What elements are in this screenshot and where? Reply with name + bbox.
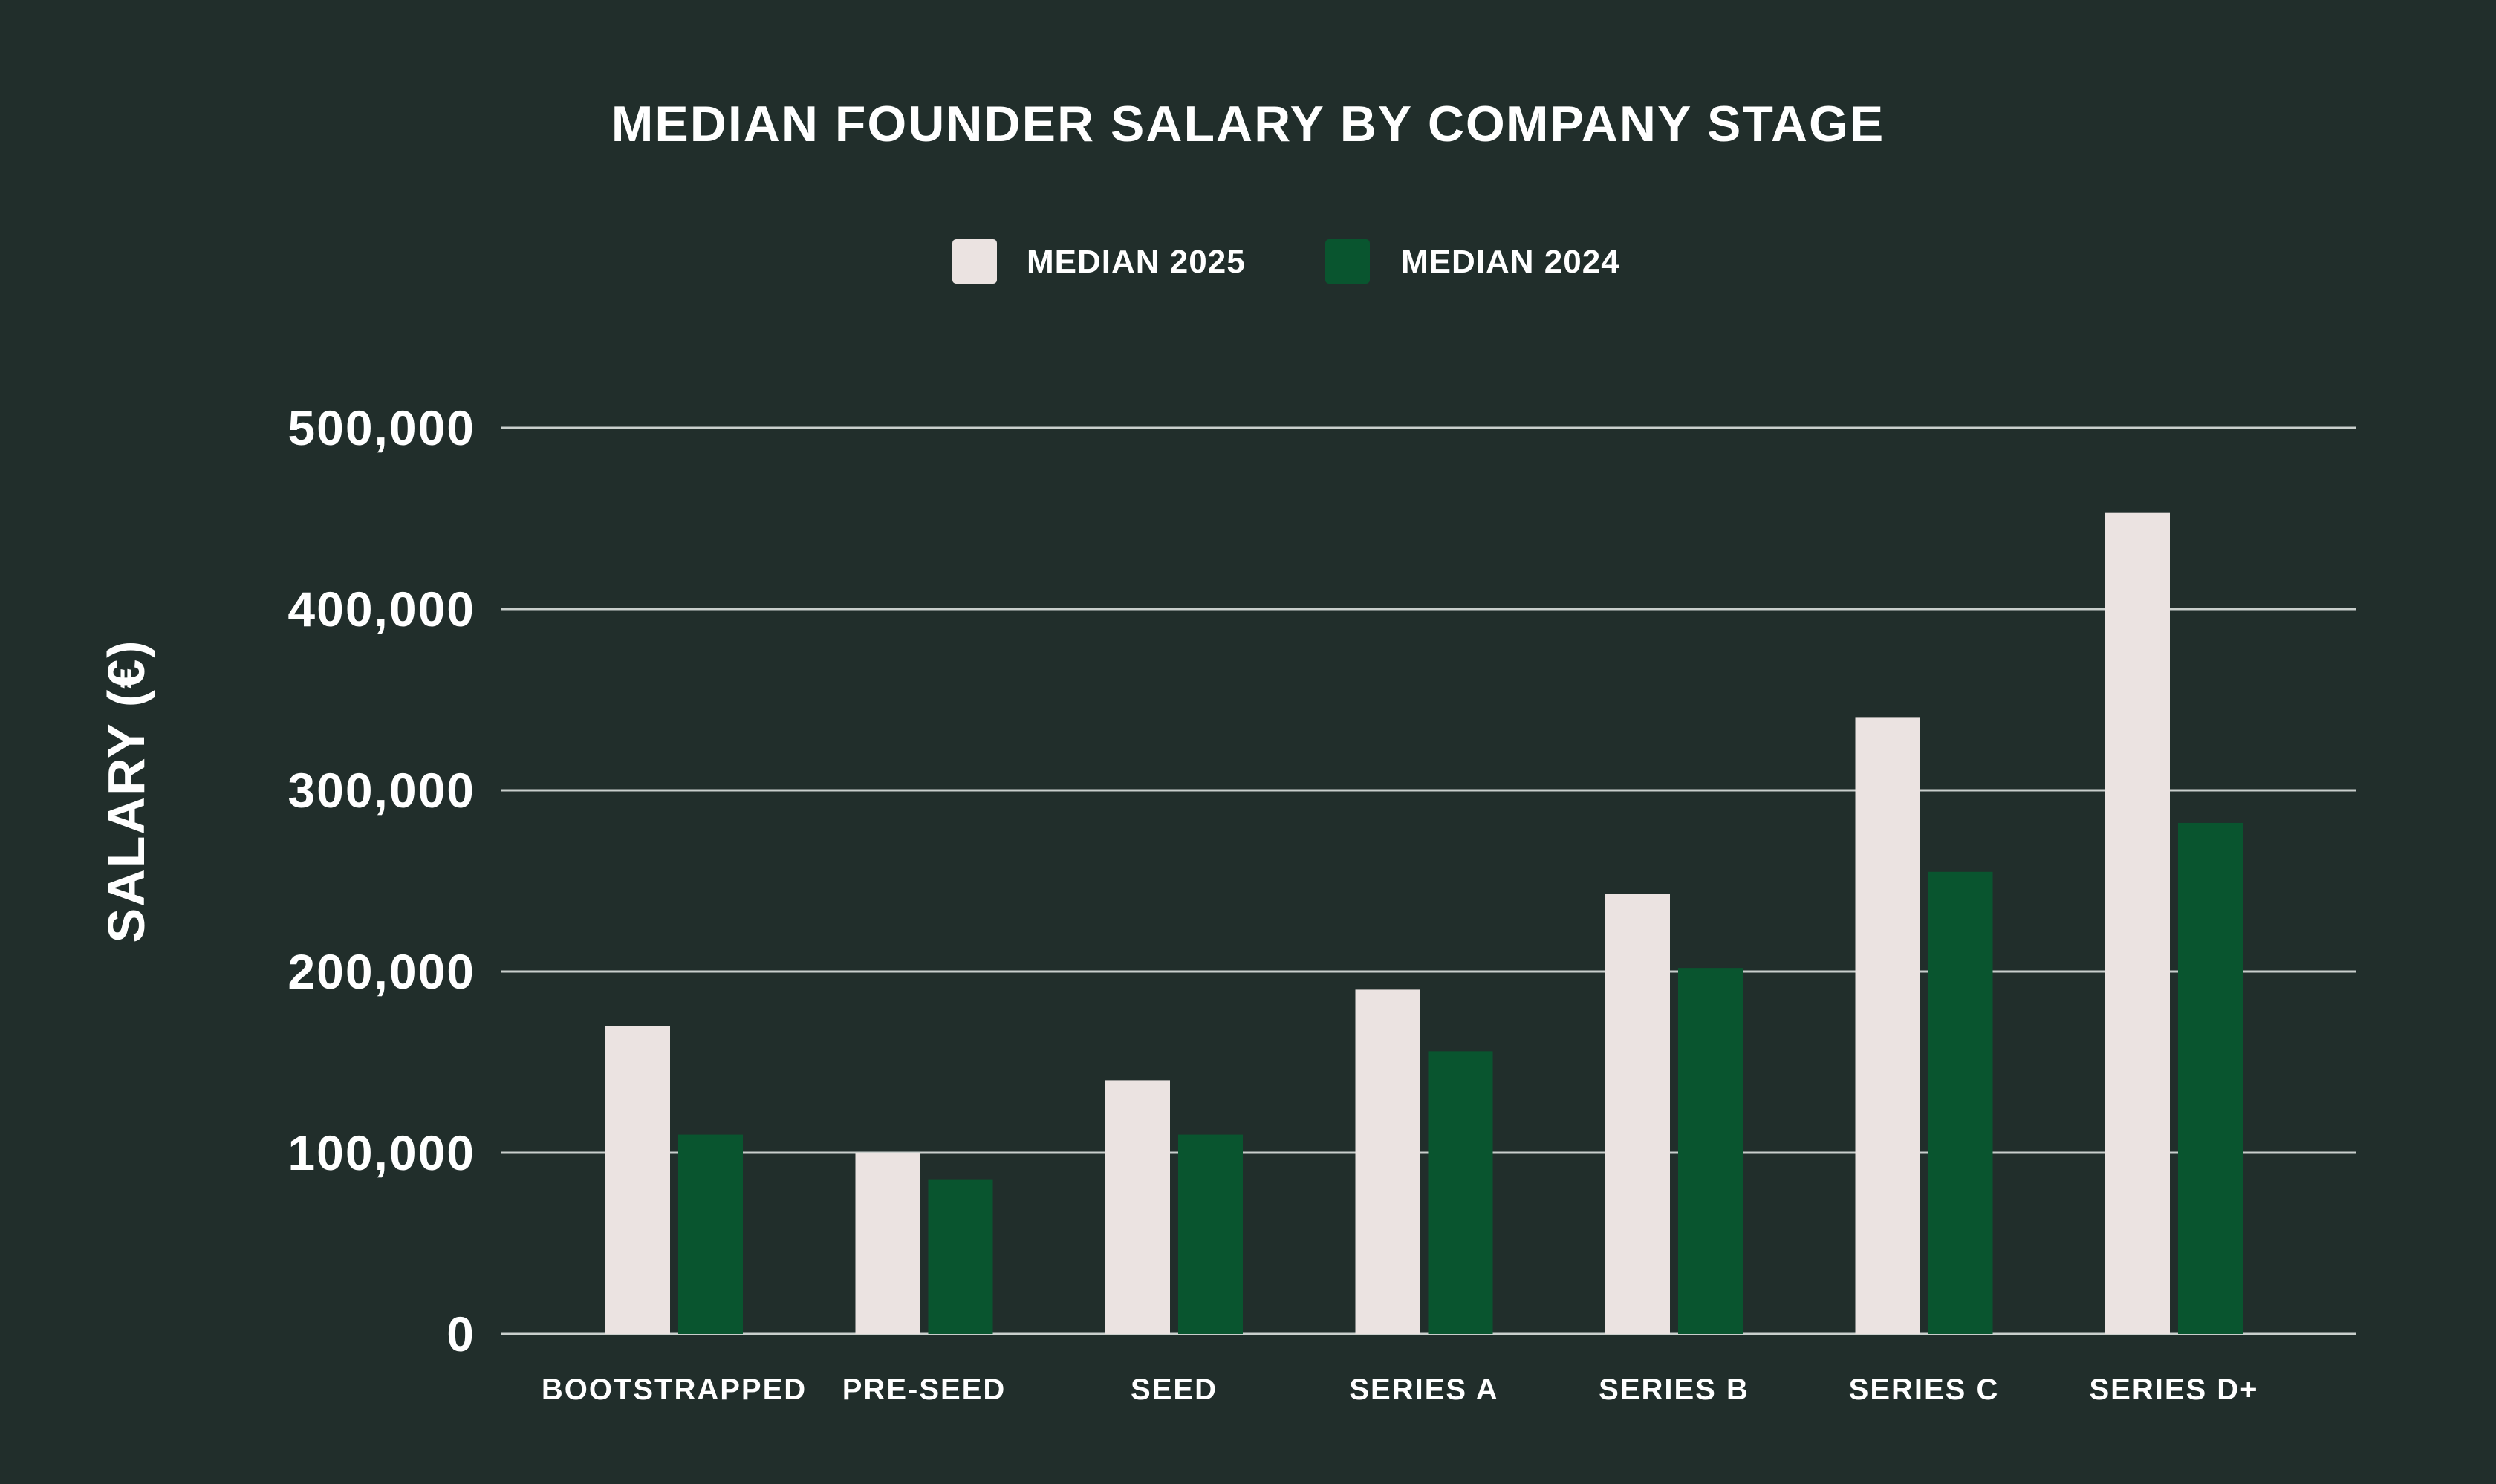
bar-series-a-median-2024 [1428,1051,1493,1334]
legend-swatch-median-2024 [1325,239,1370,284]
bar-series-b-median-2024 [1678,968,1743,1334]
y-tick-label-400000: 400,000 [287,582,475,637]
bar-series-b-median-2025 [1605,894,1670,1334]
bar-bootstrapped-median-2024 [678,1134,743,1334]
bar-seed-median-2025 [1105,1080,1170,1334]
y-axis-ticks: 0 100,000 200,000 300,000 400,000 500,000 [287,400,475,1361]
chart-title: MEDIAN FOUNDER SALARY BY COMPANY STAGE [611,96,1885,152]
bar-series-a-median-2025 [1355,989,1420,1334]
x-tick-label-series-d: SERIES D+ [2089,1373,2258,1406]
bar-series-c-median-2025 [1855,717,1920,1334]
bar-series-d-median-2025 [2105,512,2170,1335]
bar-pre-seed-median-2025 [855,1153,920,1334]
y-axis-label: SALARY (€) [97,640,155,943]
legend-label-median-2024: MEDIAN 2024 [1401,244,1620,280]
bars [605,512,2243,1335]
x-tick-label-series-b: SERIES B [1599,1373,1749,1406]
y-tick-label-500000: 500,000 [287,400,475,455]
bar-series-c-median-2024 [1928,871,1993,1334]
bar-bootstrapped-median-2025 [605,1026,670,1334]
bar-pre-seed-median-2024 [928,1179,993,1334]
x-tick-label-pre-seed: PRE-SEED [842,1373,1007,1406]
y-tick-label-100000: 100,000 [287,1125,475,1180]
x-tick-label-series-c: SERIES C [1849,1373,2000,1406]
legend: MEDIAN 2025 MEDIAN 2024 [952,239,1620,284]
x-tick-label-series-a: SERIES A [1349,1373,1498,1406]
y-tick-label-300000: 300,000 [287,763,475,818]
gridlines [501,426,2356,1335]
bar-series-d-median-2024 [2178,822,2243,1334]
x-tick-label-bootstrapped: BOOTSTRAPPED [542,1373,807,1406]
x-axis-ticks: BOOTSTRAPPED PRE-SEED SEED SERIES A SERIES B… [542,1373,2258,1406]
legend-swatch-median-2025 [952,239,997,284]
x-tick-label-seed: SEED [1131,1373,1218,1406]
bar-seed-median-2024 [1178,1134,1243,1334]
y-tick-label-0: 0 [446,1306,475,1361]
legend-label-median-2025: MEDIAN 2025 [1027,244,1246,280]
y-tick-label-200000: 200,000 [287,944,475,999]
